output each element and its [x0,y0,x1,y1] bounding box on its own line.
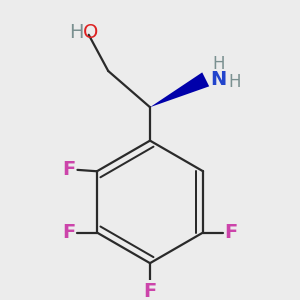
Text: O: O [82,22,98,41]
Polygon shape [150,72,209,107]
Text: H: H [69,22,83,41]
Text: F: F [143,281,157,300]
Text: N: N [210,70,226,89]
Text: F: F [224,223,238,242]
Text: H: H [229,73,241,91]
Text: H: H [212,55,224,73]
Text: F: F [62,160,76,179]
Text: F: F [62,223,76,242]
